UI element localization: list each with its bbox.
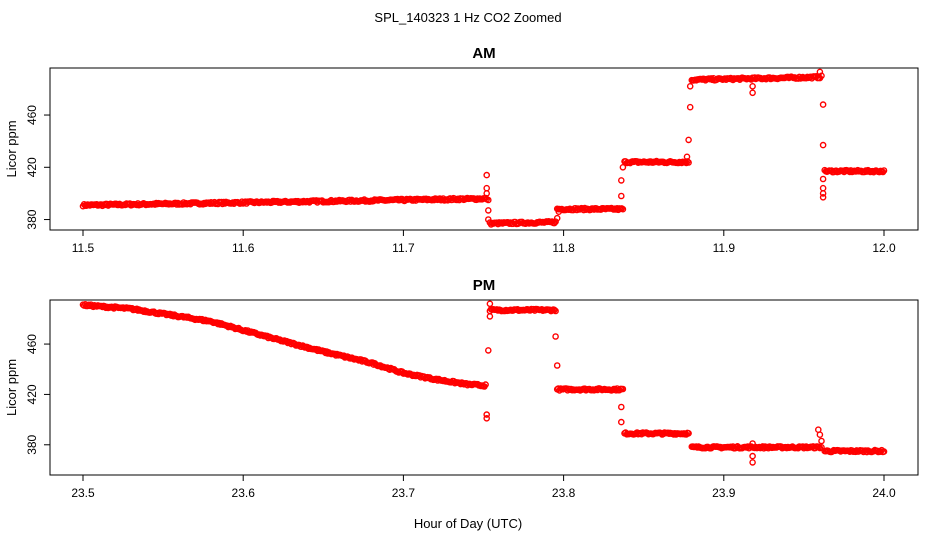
pm-x-tick-label: 23.5	[71, 486, 95, 500]
pm-panel-title: PM	[473, 277, 496, 294]
pm-outlier-point	[483, 411, 491, 418]
pm-y-axis-label: Licor ppm	[4, 359, 19, 416]
am-outlier-point	[819, 190, 827, 197]
pm-y-tick-label: 460	[25, 334, 39, 354]
am-outlier-point	[555, 208, 563, 215]
pm-x-tick-label: 23.9	[712, 486, 736, 500]
pm-panel: PM Licor ppm 23.5 23.6 23.7 23.8 23.9 24.0 380 42…	[4, 277, 919, 500]
pm-plot-frame	[49, 299, 919, 476]
am-outlier-point	[483, 190, 491, 197]
am-x-tick-label: 11.7	[392, 241, 415, 255]
am-panel: AM Licor ppm 11.5 11.6 11.7 11.8 11.9 12.0 380 42…	[4, 45, 919, 255]
pm-outlier-point	[749, 452, 756, 460]
pm-data-point	[880, 448, 888, 455]
pm-outlier-point	[618, 403, 625, 411]
am-y-tick-label: 380	[25, 209, 39, 229]
am-outlier-point	[819, 184, 827, 192]
pm-outlier-point	[484, 347, 492, 354]
pm-x-tick-label: 24.0	[872, 486, 896, 500]
am-data-point	[552, 218, 559, 225]
am-outlier-point	[819, 141, 827, 149]
pm-data-point	[552, 307, 559, 315]
pm-outlier-point	[552, 333, 559, 340]
am-outlier-point	[618, 192, 625, 200]
am-x-tick-label: 11.6	[232, 241, 255, 255]
am-data-points	[79, 68, 888, 228]
x-axis-label: Hour of Day (UTC)	[414, 516, 522, 531]
pm-data-point	[551, 306, 558, 314]
am-data-point	[551, 219, 558, 227]
pm-outlier-point	[618, 418, 625, 426]
pm-outlier-point	[486, 313, 494, 320]
pm-data-point	[482, 381, 489, 388]
am-outlier-point	[618, 177, 625, 184]
pm-outlier-point	[749, 459, 756, 466]
am-outlier-point	[553, 214, 561, 222]
am-outlier-point	[819, 193, 827, 201]
pm-outlier-point	[483, 414, 491, 422]
pm-x-tick-label: 23.8	[552, 486, 576, 500]
am-outlier-point	[483, 184, 491, 192]
am-outlier-point	[819, 101, 827, 108]
am-y-tick-label: 420	[25, 157, 39, 177]
pm-data-point	[815, 443, 823, 451]
pm-data-points	[79, 300, 888, 466]
pm-x-tick-label: 23.7	[392, 486, 416, 500]
am-x-tick-label: 12.0	[872, 241, 896, 255]
am-outlier-point	[749, 89, 756, 97]
am-outlier-point	[819, 175, 827, 183]
pm-y-tick-label: 380	[25, 434, 39, 454]
am-data-point	[619, 205, 627, 213]
am-outlier-point	[484, 216, 492, 223]
am-outlier-point	[619, 163, 627, 171]
am-outlier-point	[686, 83, 694, 90]
pm-outlier-point	[816, 431, 824, 439]
am-panel-title: AM	[472, 45, 495, 62]
am-outlier-point	[483, 171, 491, 179]
pm-data-point	[685, 429, 692, 437]
pm-y-tick-label: 420	[25, 384, 39, 404]
pm-outlier-point	[818, 443, 825, 451]
am-outlier-point	[685, 136, 692, 144]
am-y-axis-label: Licor ppm	[4, 120, 19, 177]
am-x-tick-label: 11.5	[72, 241, 95, 255]
pm-outlier-point	[818, 437, 825, 445]
am-y-tick-label: 460	[25, 105, 39, 125]
am-outlier-point	[484, 196, 492, 204]
am-outlier-point	[818, 72, 825, 80]
am-plot-frame	[49, 67, 919, 231]
pm-data-point	[619, 385, 627, 393]
am-data-point	[880, 167, 888, 174]
am-outlier-point	[683, 153, 691, 161]
pm-outlier-point	[553, 362, 561, 369]
am-data-point	[685, 159, 692, 166]
pm-x-tick-label: 23.6	[232, 486, 256, 500]
am-outlier-point	[749, 83, 756, 90]
figure-title: SPL_140323 1 Hz CO2 Zoomed	[374, 10, 561, 25]
am-outlier-point	[484, 207, 492, 214]
am-outlier-point	[686, 103, 694, 111]
am-x-tick-label: 11.9	[713, 241, 736, 255]
pm-outlier-point	[486, 300, 494, 308]
pm-outlier-point	[749, 440, 756, 447]
am-x-tick-label: 11.8	[552, 241, 575, 255]
